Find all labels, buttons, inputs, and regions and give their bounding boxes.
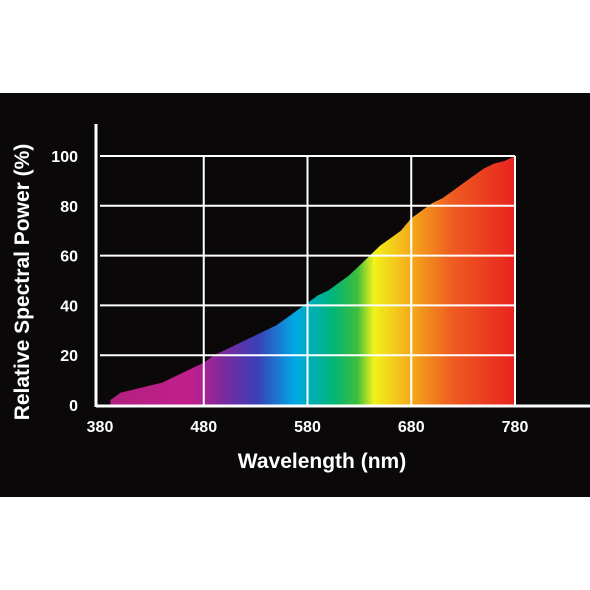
y-axis-title: Relative Spectral Power (%) <box>11 144 34 421</box>
x-axis-title: Wavelength (nm) <box>238 450 406 473</box>
axes <box>94 124 590 408</box>
y-tick-label: 40 <box>60 298 78 315</box>
y-tick-label: 80 <box>60 199 78 216</box>
x-tick-labels: 380 480 580 680 780 <box>87 419 529 436</box>
spectrum-area <box>110 156 516 405</box>
spectrum-area-fill <box>110 156 516 405</box>
y-tick-label: 20 <box>60 348 78 365</box>
y-tick-label: 60 <box>60 249 78 266</box>
y-tick-label: 100 <box>51 149 78 166</box>
grid <box>100 155 516 405</box>
y-tick-labels: 0 20 40 60 80 100 <box>51 149 78 415</box>
x-tick-label: 680 <box>398 419 425 436</box>
x-tick-label: 480 <box>190 419 217 436</box>
y-tick-label: 0 <box>69 398 78 415</box>
x-tick-label: 380 <box>87 419 114 436</box>
x-tick-label: 780 <box>502 419 529 436</box>
x-tick-label: 580 <box>294 419 321 436</box>
